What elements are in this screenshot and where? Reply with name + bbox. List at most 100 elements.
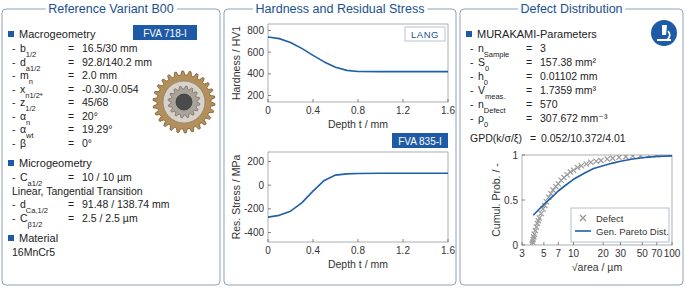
badge-box	[405, 27, 445, 41]
y-tick	[522, 200, 525, 201]
x-tick-label: 20	[598, 248, 610, 259]
y-tick-label: 0.5	[504, 195, 518, 206]
equals: =	[68, 69, 74, 81]
symbol-sub: n	[29, 77, 33, 86]
x-tick-label: 1.6	[441, 105, 455, 116]
gear-inner	[168, 86, 200, 118]
y-tick	[268, 30, 271, 31]
badge-text: FVA 835-I	[398, 136, 442, 147]
symbol-main: S	[478, 56, 485, 68]
legend: DefectGen. Pareto Dist.	[571, 208, 669, 242]
x-tick	[403, 239, 404, 242]
plot-frame	[522, 155, 672, 245]
legend-box	[571, 208, 669, 242]
badge-box	[392, 133, 448, 148]
x-tick	[313, 239, 314, 242]
x-tick-label: 5	[541, 248, 547, 259]
panel-title: Hardness and Residual Stress	[256, 2, 425, 16]
panel-frame	[2, 9, 220, 285]
scatter-point	[539, 211, 544, 216]
equals: =	[68, 96, 74, 108]
gear-body	[163, 81, 205, 123]
x-tick-label: 0.8	[351, 245, 365, 256]
section-heading: Macrogeometry	[19, 28, 96, 40]
param-value: 2.0 mm	[82, 69, 117, 81]
plot-frame	[268, 24, 448, 102]
param-value: 1.7359 mm³	[540, 84, 597, 96]
badge: FVA 835-I	[392, 133, 448, 148]
param-value: 20°	[82, 110, 98, 122]
dash: -	[12, 96, 16, 108]
param-value: 92.8/140.2 mm	[82, 56, 152, 68]
symbol-sub: 0	[484, 120, 488, 129]
param-value: 307.672 mm⁻³	[540, 112, 608, 124]
x-tick-label: 10	[568, 248, 580, 259]
x-tick	[403, 99, 404, 102]
plot-frame	[268, 152, 448, 242]
dash: -	[470, 84, 474, 96]
line	[268, 173, 448, 217]
symbol-sub: 1/2	[26, 50, 36, 59]
y-tick-label: 0	[512, 240, 518, 251]
equals: =	[526, 56, 532, 68]
panel-title: Defect Distribution	[520, 2, 622, 16]
y-tick	[522, 245, 525, 246]
section-heading: Material	[19, 232, 58, 244]
x-tick	[672, 242, 673, 245]
symbol-sub: 1/2	[25, 104, 35, 113]
y-tick-label: 200	[247, 156, 264, 167]
equals: =	[68, 110, 74, 122]
panel-frame	[460, 9, 683, 285]
x-tick-label: 3	[519, 248, 525, 259]
equals: =	[68, 42, 74, 54]
x-tick-label: 0.4	[306, 105, 320, 116]
x-axis-label: Depth t / mm	[328, 118, 388, 130]
dash: -	[470, 56, 474, 68]
symbol-sub: n	[26, 117, 30, 126]
x-tick	[268, 99, 269, 102]
symbol-sub: Sample	[484, 50, 509, 59]
chart: 357102030507010000.51√area / µmCumul. Pr…	[490, 150, 681, 274]
dash: -	[470, 112, 474, 124]
data-group	[268, 173, 448, 217]
y-tick	[268, 185, 271, 186]
note-text: Linear, Tangential Transition	[12, 185, 143, 197]
dash: -	[470, 42, 474, 54]
y-tick-label: 400	[247, 68, 264, 79]
param-value: 2.5 / 2.5 µm	[82, 212, 138, 224]
y-tick-label: 200	[247, 90, 264, 101]
chart: 00.40.81.21.6200400600800Depth t / mmHar…	[230, 24, 455, 130]
x-tick	[642, 242, 643, 245]
note-text: 16MnCr5	[12, 246, 55, 258]
scatter-point	[579, 163, 584, 168]
x-tick-label: 1.6	[441, 245, 455, 256]
symbol-sub: wt	[25, 131, 34, 140]
y-tick-label: -200	[244, 203, 264, 214]
bullet	[8, 160, 14, 166]
badge-box	[133, 25, 197, 40]
scatter-point	[588, 160, 593, 165]
x-tick	[448, 99, 449, 102]
y-axis-label: Hardness / HV1	[230, 26, 242, 100]
x-tick	[448, 239, 449, 242]
dash: -	[12, 123, 16, 135]
x-tick	[656, 242, 657, 245]
dash: -	[12, 198, 16, 210]
data-group	[268, 37, 448, 72]
scatter-point	[550, 188, 555, 193]
data-group	[530, 155, 672, 245]
symbol-sub: Ca,1/2	[26, 206, 48, 215]
equals: =	[526, 84, 532, 96]
symbol-sub: meas.	[485, 92, 505, 101]
dash: -	[12, 171, 16, 183]
section-heading: MURAKAMI-Parameters	[477, 28, 597, 40]
x-tick-label: 0	[265, 105, 271, 116]
x-tick	[358, 99, 359, 102]
symbol-main: β	[20, 137, 26, 149]
param-value: 570	[540, 98, 558, 110]
symbol-sub: Defect	[484, 106, 507, 115]
x-tick	[313, 99, 314, 102]
equals: =	[68, 83, 74, 95]
y-tick	[268, 208, 271, 209]
equals: =	[68, 171, 74, 183]
